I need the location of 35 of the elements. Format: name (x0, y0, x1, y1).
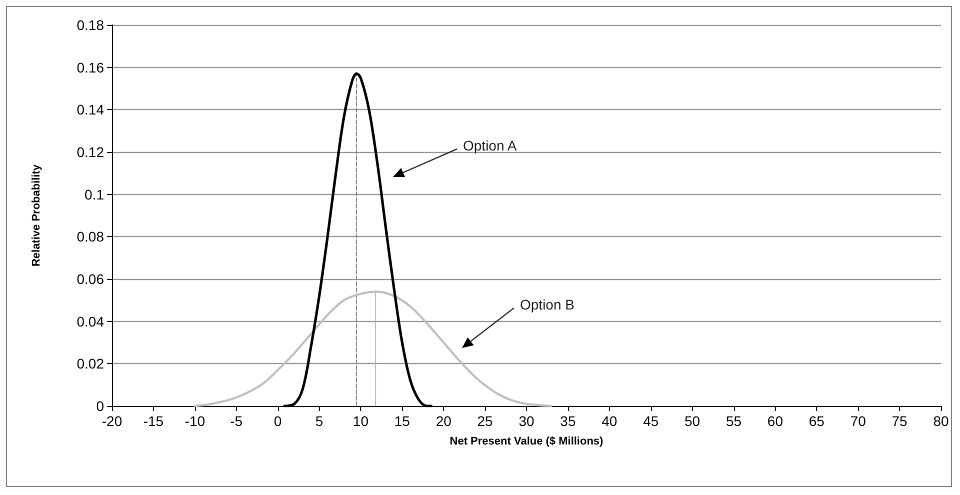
x-tick-label: 45 (643, 413, 659, 429)
x-tick-label: 30 (518, 413, 534, 429)
x-tick-label: 15 (394, 413, 410, 429)
x-tick-label: 75 (892, 413, 908, 429)
x-tick-label: 65 (808, 413, 825, 429)
annotation: Option A (463, 138, 518, 154)
y-tick-label: 0.1 (84, 186, 104, 202)
y-tick-label: 0.18 (76, 17, 104, 33)
x-tick-label: -5 (230, 413, 243, 429)
x-tick-label: 20 (436, 413, 452, 429)
x-tick-label: 50 (684, 413, 700, 429)
x-tick-label: 25 (477, 413, 494, 429)
y-tick-label: 0.06 (76, 271, 104, 287)
y-tick-label: 0 (96, 398, 104, 414)
y-tick-label: 0.02 (76, 356, 104, 372)
x-tick-label: 70 (850, 413, 866, 429)
x-tick-label: 80 (933, 413, 949, 429)
x-tick-label: 5 (315, 413, 324, 429)
x-tick-label: -15 (143, 413, 164, 429)
x-tick-label: 10 (352, 413, 369, 429)
y-tick-label: 0.16 (76, 59, 104, 76)
x-tick-label: -20 (102, 413, 122, 429)
x-tick-label: 35 (560, 413, 576, 429)
annotation: Option B (520, 296, 574, 313)
x-tick-label: 60 (767, 413, 784, 429)
x-tick-label: 0 (274, 413, 282, 429)
x-tick-label: 55 (726, 413, 742, 429)
y-tick-label: 0.08 (76, 228, 104, 245)
x-tick-label: -10 (184, 413, 206, 429)
y-axis-title: Relative Probability (30, 164, 42, 267)
x-tick-label: 40 (602, 413, 618, 429)
y-tick-label: 0.12 (76, 144, 104, 160)
y-tick-label: 0.04 (76, 313, 104, 330)
y-tick-label: 0.14 (76, 102, 104, 118)
x-axis-title: Net Present Value ($ Millions) (450, 436, 604, 448)
